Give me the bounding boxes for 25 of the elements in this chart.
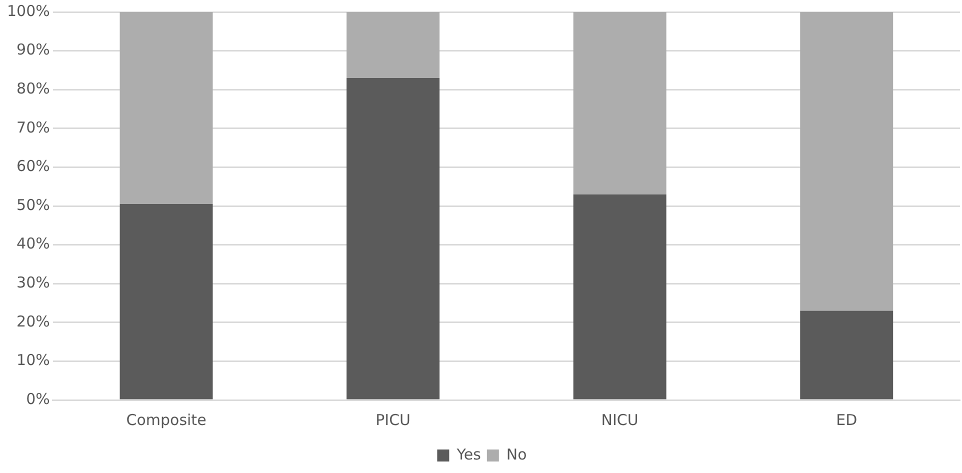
y-tick-label: 80% [16, 79, 50, 98]
bar [573, 194, 666, 400]
y-tick-label: 50% [16, 196, 50, 214]
bar [120, 204, 213, 400]
bar [800, 310, 894, 400]
y-tick-label: 70% [16, 118, 50, 136]
x-tick-label: ED [836, 410, 858, 429]
legend-label: No [506, 445, 527, 464]
x-tick-label: NICU [601, 410, 638, 429]
x-tick-label: PICU [376, 410, 411, 429]
bar [573, 12, 666, 194]
bar [346, 12, 440, 78]
y-tick-label: 30% [16, 273, 50, 292]
bar [120, 12, 213, 204]
y-tick-label: 60% [16, 157, 50, 176]
x-tick-label: Composite [126, 410, 206, 429]
y-tick-label: 100% [6, 2, 50, 20]
y-tick-label: 20% [16, 312, 50, 330]
y-tick-label: 10% [16, 351, 50, 370]
y-tick-label: 40% [16, 234, 50, 253]
y-tick-label: 0% [26, 390, 50, 408]
legend-label: Yes [456, 445, 482, 464]
bar [800, 12, 894, 311]
y-tick-label: 90% [16, 40, 50, 59]
bar [346, 78, 440, 400]
